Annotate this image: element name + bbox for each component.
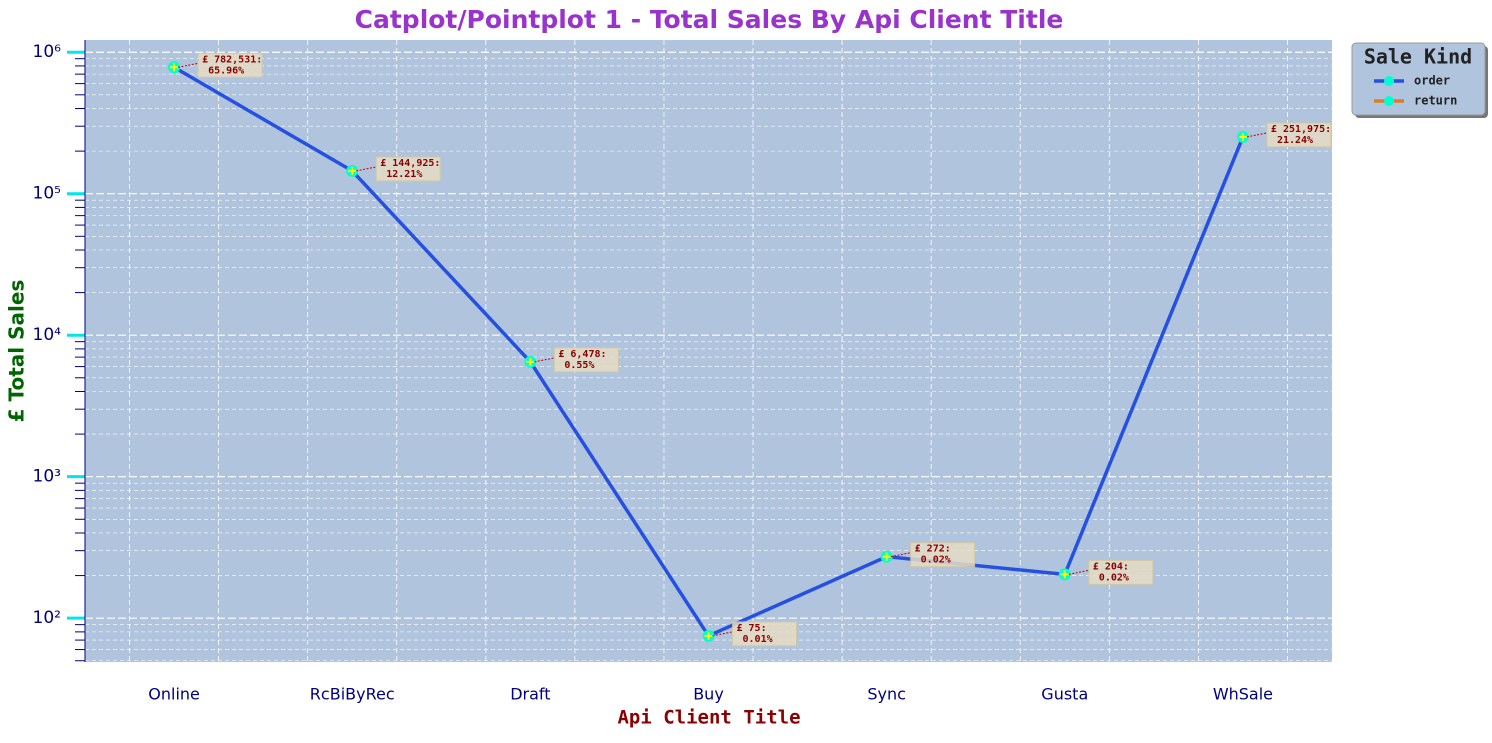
data-label: £ 6,478: 0.55% <box>558 349 606 371</box>
label-box <box>197 52 263 78</box>
data-label: £ 251,975: 21.24% <box>1271 124 1331 146</box>
label-box <box>1088 559 1154 585</box>
legend: Sale Kind order return <box>1351 42 1488 118</box>
label-box <box>553 347 619 373</box>
y-tick-label: 10³ <box>33 467 61 487</box>
y-axis-label: £ Total Sales <box>5 280 29 423</box>
x-axis-label: Api Client Title <box>617 707 800 729</box>
x-tick-label: Buy <box>693 685 724 704</box>
label-box <box>910 542 976 568</box>
point-plus <box>704 631 713 640</box>
data-label: £ 144,925: 12.21% <box>380 158 440 180</box>
point-plus <box>170 63 179 72</box>
data-label-line: £ 204: <box>1093 561 1129 572</box>
data-label: £ 204: 0.02% <box>1093 561 1129 583</box>
data-label: £ 75: 0.01% <box>737 623 773 645</box>
label-box <box>732 621 797 647</box>
point-plus <box>1060 570 1069 579</box>
data-label-line: 21.24% <box>1271 135 1313 146</box>
data-label-line: 0.55% <box>558 360 594 371</box>
legend-label: order <box>1414 74 1450 88</box>
x-tick-label: Draft <box>510 685 550 704</box>
data-label-line: £ 782,531: <box>202 54 262 65</box>
point-plus <box>348 166 357 175</box>
point-plus <box>882 552 891 561</box>
data-label: £ 272: 0.02% <box>915 544 951 566</box>
y-tick-label: 10⁶ <box>33 42 62 62</box>
data-label-line: £ 272: <box>915 544 951 555</box>
x-tick-label: Sync <box>867 685 906 704</box>
y-tick-label: 10⁴ <box>33 325 62 345</box>
data-label-line: 65.96% <box>202 65 244 76</box>
label-box <box>1266 122 1332 148</box>
data-label-line: £ 6,478: <box>558 349 606 360</box>
data-label: £ 782,531: 65.96% <box>202 54 262 76</box>
label-box <box>375 156 441 182</box>
legend-marker <box>1384 76 1394 86</box>
legend-title: Sale Kind <box>1364 45 1472 69</box>
data-label-line: 0.02% <box>1093 572 1129 583</box>
data-label-line: 12.21% <box>380 169 422 180</box>
x-tick-label: Gusta <box>1041 685 1088 704</box>
legend-marker <box>1384 96 1394 106</box>
legend-box <box>1351 42 1486 116</box>
data-label-line: 0.02% <box>915 555 951 566</box>
y-tick-label: 10⁵ <box>33 184 61 204</box>
data-label-line: £ 144,925: <box>380 158 440 169</box>
point-plus <box>526 357 535 366</box>
plot-area <box>85 40 1332 662</box>
legend-label: return <box>1414 94 1457 108</box>
x-tick-label: WhSale <box>1213 685 1273 704</box>
data-label-line: £ 251,975: <box>1271 124 1331 135</box>
data-label-line: 0.01% <box>737 634 773 645</box>
point-plus <box>1238 132 1247 141</box>
chart-title: Catplot/Pointplot 1 - Total Sales By Api… <box>355 5 1064 34</box>
x-tick-label: RcBiByRec <box>310 685 395 704</box>
data-label-line: £ 75: <box>737 623 767 634</box>
y-tick-label: 10² <box>33 608 61 628</box>
x-tick-label: Online <box>148 685 200 704</box>
